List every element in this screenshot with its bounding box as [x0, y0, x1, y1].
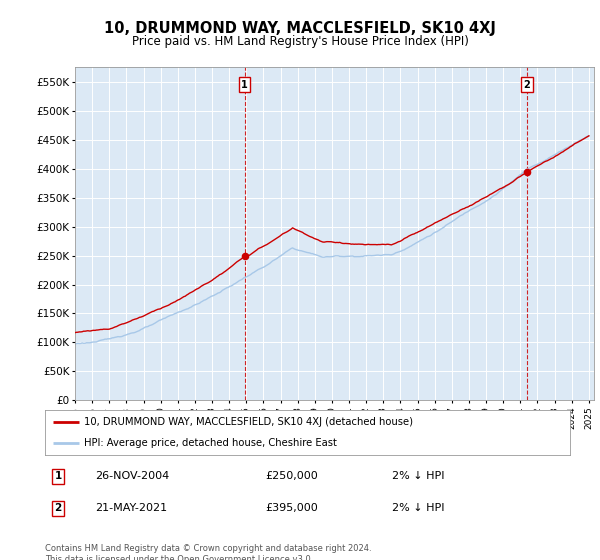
Text: 10, DRUMMOND WAY, MACCLESFIELD, SK10 4XJ (detached house): 10, DRUMMOND WAY, MACCLESFIELD, SK10 4XJ…: [85, 417, 413, 427]
Text: 10, DRUMMOND WAY, MACCLESFIELD, SK10 4XJ: 10, DRUMMOND WAY, MACCLESFIELD, SK10 4XJ: [104, 21, 496, 36]
Text: 21-MAY-2021: 21-MAY-2021: [95, 503, 167, 514]
Text: 2: 2: [55, 503, 62, 514]
Text: 26-NOV-2004: 26-NOV-2004: [95, 471, 169, 481]
Point: [240, 251, 250, 260]
Text: 1: 1: [55, 471, 62, 481]
Text: £395,000: £395,000: [265, 503, 318, 514]
Point: [522, 167, 532, 176]
Text: £250,000: £250,000: [265, 471, 318, 481]
Text: 2% ↓ HPI: 2% ↓ HPI: [392, 471, 444, 481]
Text: Contains HM Land Registry data © Crown copyright and database right 2024.
This d: Contains HM Land Registry data © Crown c…: [45, 544, 371, 560]
Text: 2% ↓ HPI: 2% ↓ HPI: [392, 503, 444, 514]
Text: Price paid vs. HM Land Registry's House Price Index (HPI): Price paid vs. HM Land Registry's House …: [131, 35, 469, 48]
Text: 2: 2: [523, 80, 530, 90]
Text: 1: 1: [241, 80, 248, 90]
Text: HPI: Average price, detached house, Cheshire East: HPI: Average price, detached house, Ches…: [85, 437, 337, 447]
